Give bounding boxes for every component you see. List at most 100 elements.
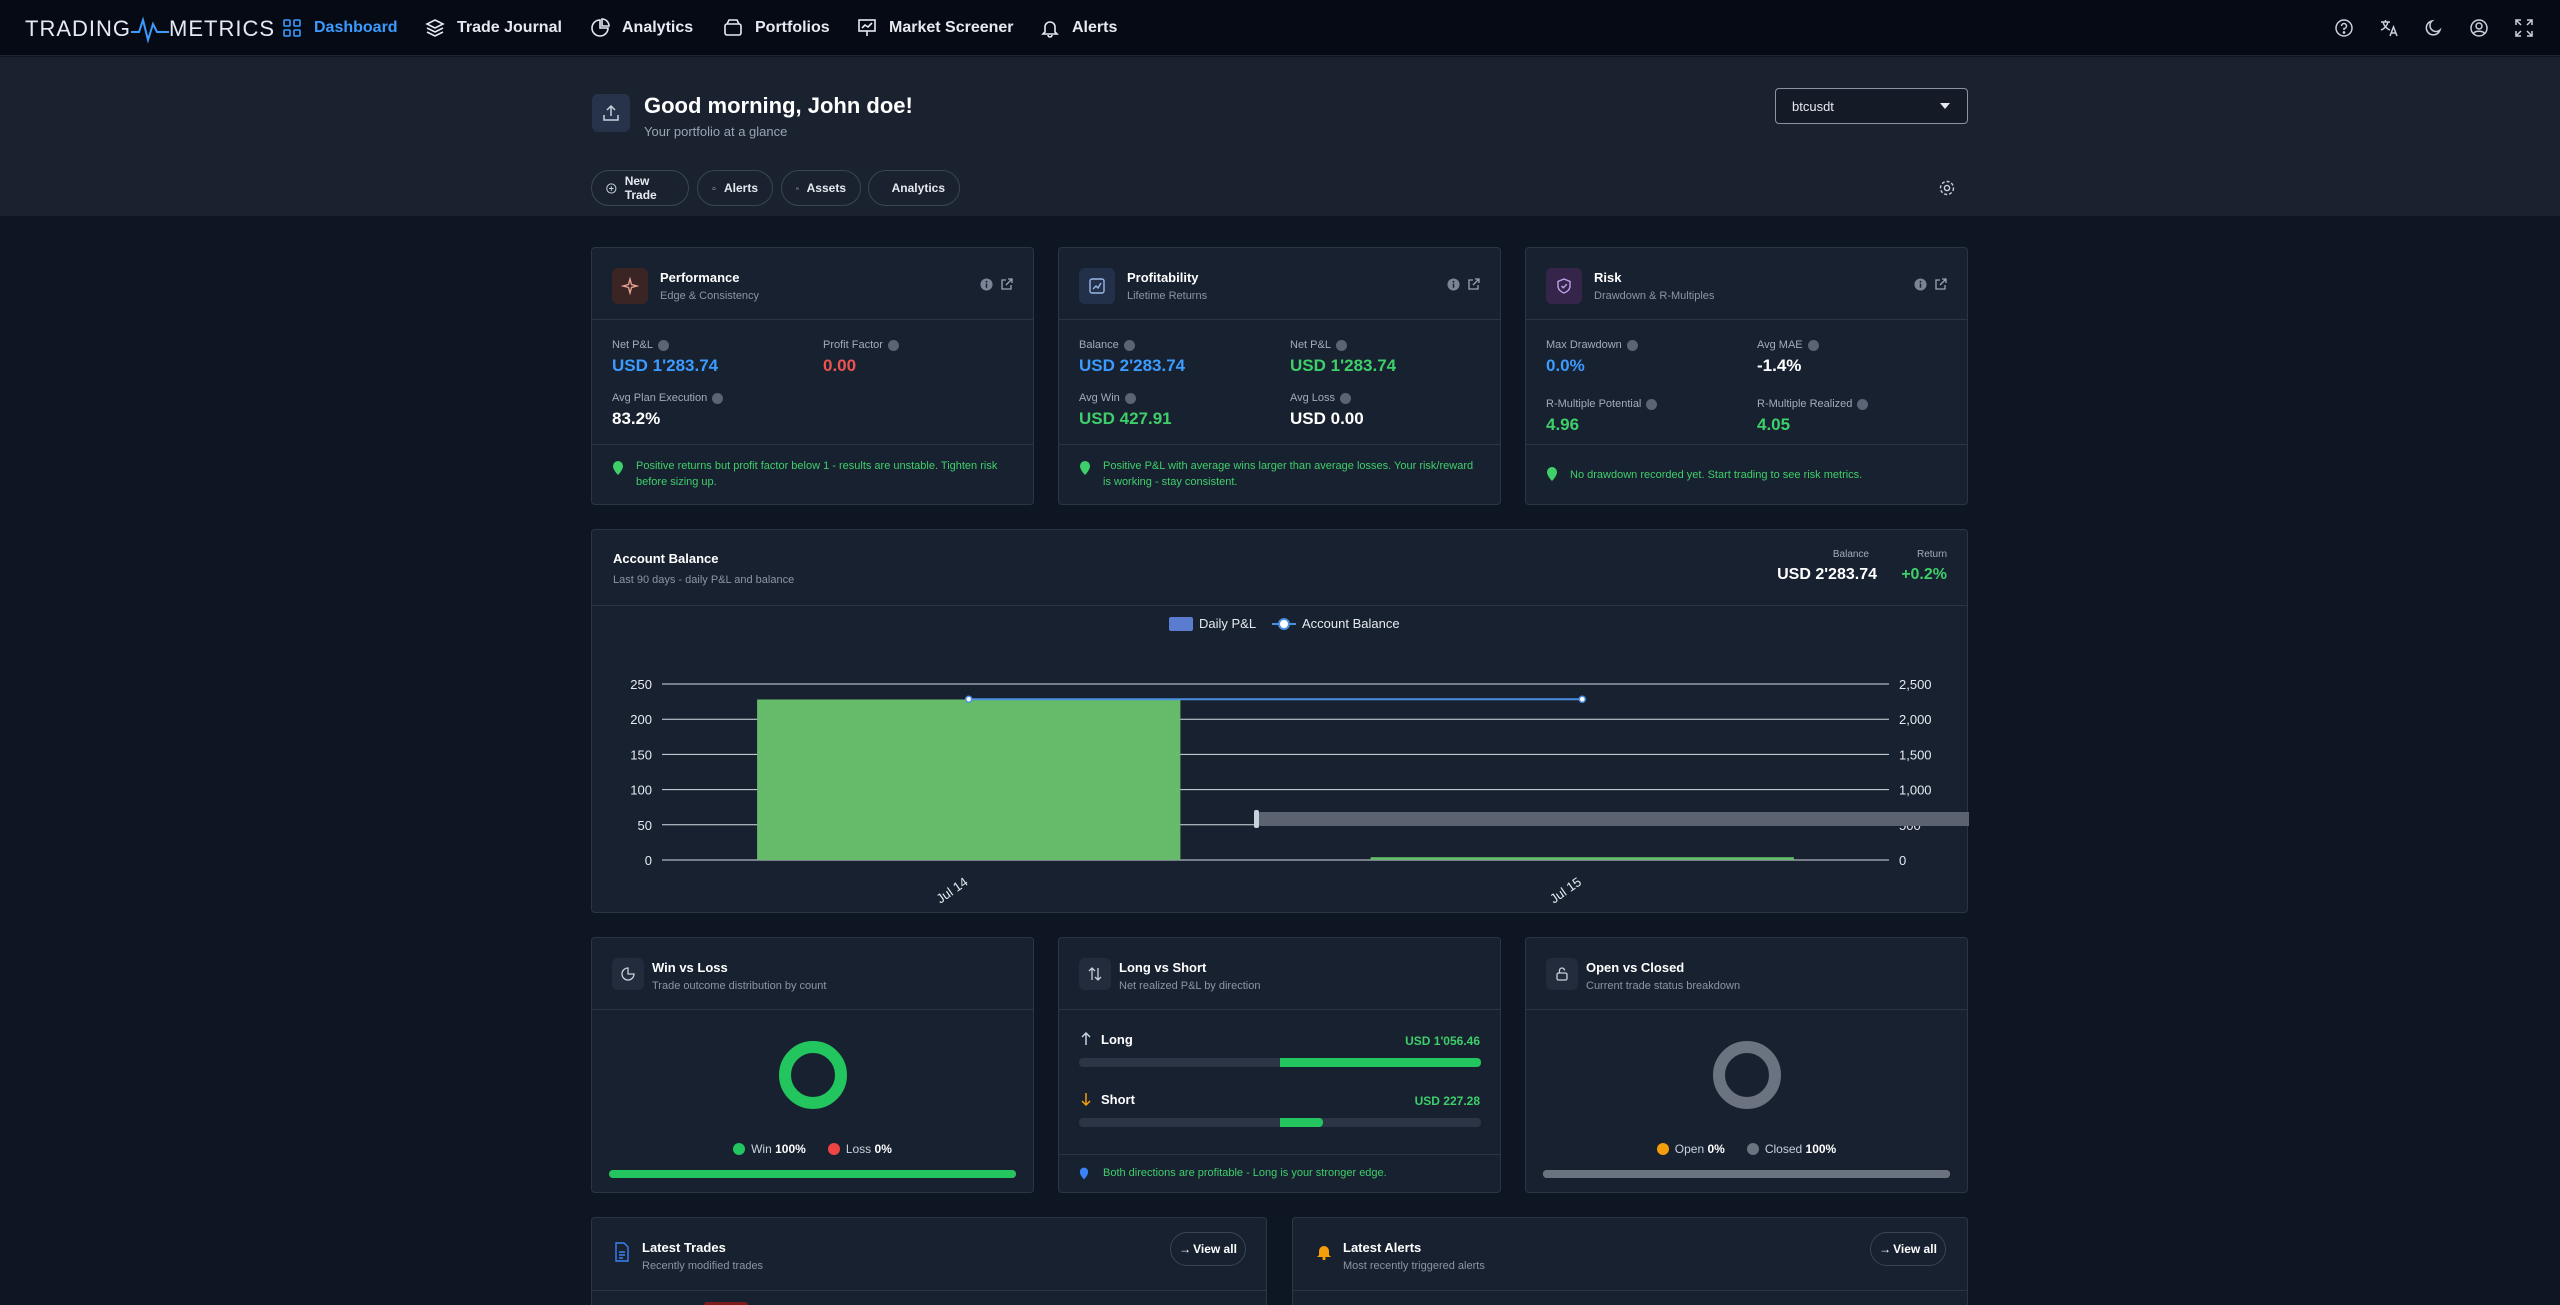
long-short-icon-box [1079, 958, 1111, 990]
win-loss-title: Win vs Loss [652, 960, 728, 975]
legend-loss: Loss 0% [827, 1142, 892, 1156]
x-tick-label: Jul 14 [933, 874, 970, 906]
latest-trades-card: Latest Trades Recently modified trades →… [591, 1217, 1267, 1305]
short-label: Short [1101, 1092, 1135, 1107]
range-slider-track [1257, 812, 1969, 826]
metric-label-avg-win: Avg Win [1079, 392, 1136, 404]
upload-chart-icon [603, 104, 619, 121]
external-link-icon[interactable] [1000, 277, 1014, 291]
symbol-select[interactable]: btcusdt [1775, 88, 1968, 124]
metric-label-balance: Balance [1079, 339, 1135, 351]
y-right-tick-label: 0 [1899, 853, 1906, 868]
nav-alerts[interactable]: Alerts [1040, 0, 1117, 56]
nav-portfolios[interactable]: Portfolios [723, 0, 830, 56]
win-loss-donut [779, 1041, 847, 1109]
y-left-tick-label: 50 [638, 818, 652, 833]
arrow-down-icon [1081, 1093, 1091, 1106]
metric-label-profit-factor: Profit Factor [823, 339, 899, 351]
metric-value-max-drawdown: 0.0% [1546, 356, 1585, 375]
metric-value-net-pnl: USD 1'283.74 [1290, 356, 1397, 375]
open-closed-legend: Open 0% Closed 100% [1526, 1142, 1967, 1156]
external-link-icon[interactable] [1467, 277, 1481, 291]
risk-subtitle: Drawdown & R-Multiples [1594, 290, 1715, 302]
user-icon[interactable] [2468, 17, 2490, 39]
external-link-icon[interactable] [1934, 277, 1948, 291]
alerts-button[interactable]: Alerts [697, 170, 773, 206]
wallet-icon [724, 19, 742, 36]
profitability-subtitle: Lifetime Returns [1127, 290, 1208, 302]
performance-note: Positive returns but profit factor below… [592, 444, 1033, 504]
x-tick-label: Jul 15 [1547, 874, 1584, 906]
risk-title: Risk [1594, 270, 1622, 285]
map-pin-icon [1079, 1167, 1089, 1180]
return-summary-value: +0.2% [1901, 566, 1947, 583]
plus-circle-icon [606, 182, 617, 194]
legend-win: Win 100% [733, 1142, 806, 1156]
metric-value-avg-plan-execution: 83.2% [612, 409, 661, 428]
short-bar-track [1079, 1118, 1481, 1127]
map-pin-icon [1547, 467, 1557, 481]
closed-ratio-bar-fill [1543, 1170, 1950, 1178]
metric-label-r-multiple-realized: R-Multiple Realized [1757, 398, 1869, 410]
info-icon[interactable] [980, 278, 993, 291]
pie-chart-icon [591, 18, 610, 37]
metric-label-r-multiple-potential: R-Multiple Potential [1546, 398, 1658, 410]
short-value: USD 227.28 [1414, 1094, 1480, 1108]
y-left-tick-label: 250 [630, 677, 652, 692]
moon-icon[interactable] [2423, 17, 2445, 39]
view-all-alerts-button[interactable]: → View all [1870, 1232, 1946, 1266]
help-icon[interactable] [2333, 17, 2355, 39]
nav-dashboard[interactable]: Dashboard [282, 0, 398, 56]
fullscreen-icon[interactable] [2513, 17, 2535, 39]
win-loss-icon-box [612, 958, 644, 990]
view-all-alerts-label: View all [1893, 1242, 1937, 1256]
metric-label-max-drawdown: Max Drawdown [1546, 339, 1638, 351]
long-short-subtitle: Net realized P&L by direction [1119, 980, 1261, 992]
info-icon[interactable] [1914, 278, 1927, 291]
long-value: USD 1'056.46 [1405, 1034, 1480, 1048]
bar-daily-pnl [757, 699, 1181, 860]
chart-box-icon [1089, 278, 1105, 294]
presentation-chart-icon [858, 19, 876, 36]
map-pin-icon [1080, 461, 1090, 475]
long-bar-fill [1280, 1058, 1481, 1067]
app-logo[interactable]: TRADING METRICS [25, 14, 275, 44]
performance-card: Performance Edge & Consistency Net P&L U… [591, 247, 1034, 505]
nav-analytics-label: Analytics [622, 19, 694, 36]
return-summary-label: Return [1916, 549, 1947, 560]
trade-badge [704, 1302, 748, 1305]
nav-analytics[interactable]: Analytics [590, 0, 693, 56]
translate-icon[interactable] [2378, 17, 2400, 39]
nav-market-screener[interactable]: Market Screener [857, 0, 1014, 56]
nav-trade-journal[interactable]: Trade Journal [425, 0, 562, 56]
arrow-right-icon: → [1879, 1242, 1892, 1256]
settings-gear-icon[interactable] [1938, 179, 1956, 197]
metric-value-balance: USD 2'283.74 [1079, 356, 1186, 375]
assets-label: Assets [806, 181, 846, 195]
arrow-right-icon: → [1179, 1242, 1192, 1256]
nav-portfolios-label: Portfolios [755, 19, 830, 36]
risk-card: Risk Drawdown & R-Multiples Max Drawdown… [1525, 247, 1968, 505]
info-icon[interactable] [1447, 278, 1460, 291]
view-all-trades-button[interactable]: → View all [1170, 1232, 1246, 1266]
legend-label-account-balance: Account Balance [1302, 616, 1400, 631]
latest-trades-subtitle: Recently modified trades [642, 1260, 764, 1272]
map-pin-icon [613, 461, 623, 475]
alerts-label: Alerts [723, 181, 758, 195]
assets-button[interactable]: Assets [781, 170, 861, 206]
bar-chart-icon [883, 187, 884, 189]
bell-icon [712, 186, 716, 190]
bar-daily-pnl [1370, 857, 1794, 860]
open-closed-donut [1713, 1041, 1781, 1109]
y-right-tick-label: 2,500 [1899, 677, 1932, 692]
metric-label-avg-plan-execution: Avg Plan Execution [612, 392, 724, 404]
top-navbar: TRADING METRICS Dashboard Trade Journal … [0, 0, 2560, 56]
logo-text-left: TRADING [25, 16, 131, 41]
new-trade-button[interactable]: New Trade [591, 170, 689, 206]
metric-label-net-pnl: Net P&L [612, 339, 669, 351]
hero-section [0, 57, 2560, 216]
balance-summary-label: Balance [1832, 549, 1869, 560]
nav-trade-journal-label: Trade Journal [457, 19, 562, 36]
analytics-button[interactable]: Analytics [868, 170, 960, 206]
risk-icon-box [1546, 268, 1582, 304]
